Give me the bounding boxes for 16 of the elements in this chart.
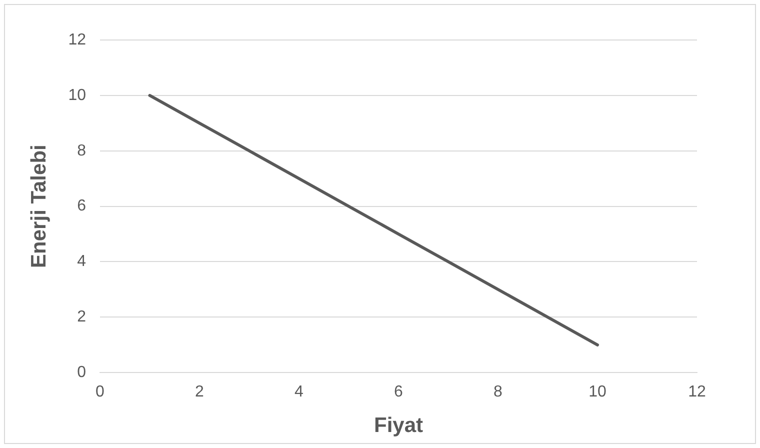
y-tick-label: 6 [77,198,86,215]
y-tick-label: 4 [77,253,86,270]
y-axis-title: Enerji Talebi [27,144,50,268]
x-tick-label: 10 [588,384,606,401]
x-tick-label: 8 [494,384,503,401]
x-tick-label: 6 [394,384,404,401]
x-tick-label: 4 [294,384,304,401]
x-tick-label: 0 [96,384,105,401]
y-tick-label: 8 [77,142,86,160]
x-tick-label: 2 [195,384,204,401]
y-tick-label: 2 [77,308,86,326]
x-axis-title: Fiyat [374,414,424,438]
x-tick-label: 12 [688,384,706,401]
y-tick-label: 0 [77,364,86,382]
y-tick-label: 10 [68,86,86,104]
y-tick-label: 12 [68,31,86,48]
